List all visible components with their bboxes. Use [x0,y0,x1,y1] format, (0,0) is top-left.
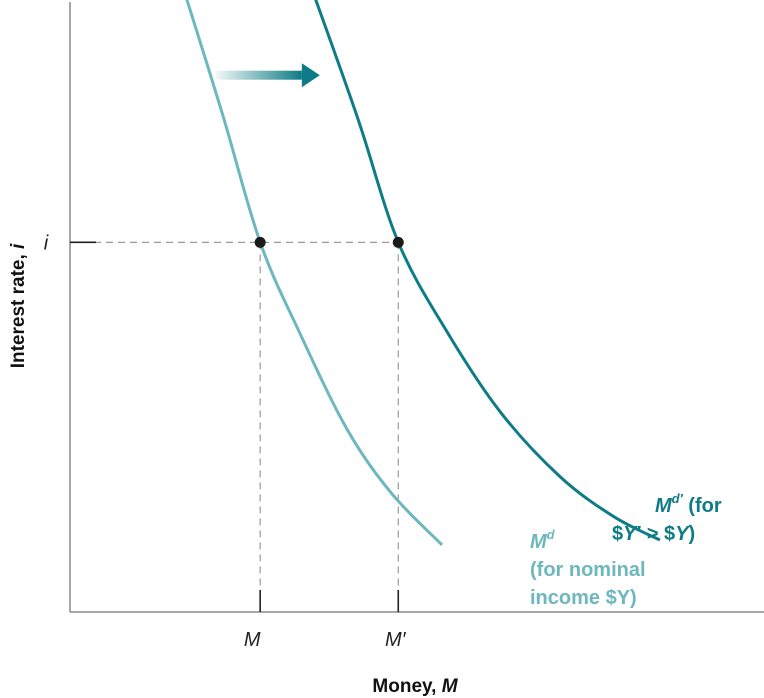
money-demand-curve [185,0,444,546]
y-axis-title: Interest rate, i [8,243,29,368]
x-tick-label-m: M [244,629,261,651]
md-curve-label: Md (for nominal income $Y) [530,527,646,609]
point-m-prime [392,236,404,248]
point-m [254,236,266,248]
x-axis-title: Money, M [372,676,458,697]
md-prime-curve-label: Md′ (for $Y′ > $Y) [612,491,722,545]
svg-text:Md: Md [530,527,556,553]
svg-text:Md′ (for: Md′ (for [655,491,722,517]
x-tick-label-m-prime: M′ [385,629,407,651]
shifted-money-demand-curve [314,0,661,542]
y-tick-label-i: i [44,232,49,254]
svg-text:(for nominal: (for nominal [530,559,646,581]
svg-text:$Y′ > $Y): $Y′ > $Y) [612,523,695,545]
shift-arrow-icon [215,63,320,88]
svg-text:income $Y): income $Y) [530,587,637,609]
